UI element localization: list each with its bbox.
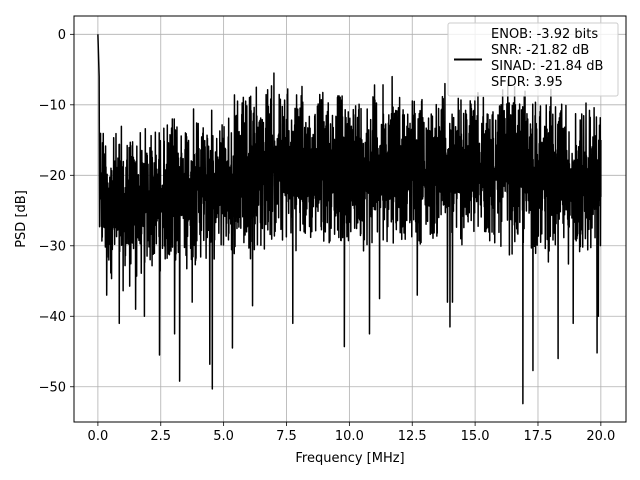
x-tick-label: 10.0 xyxy=(335,429,364,444)
y-tick-label: −30 xyxy=(39,239,66,254)
psd-line xyxy=(97,34,602,405)
y-axis-ticks: 0 −10 −20 −30 −40 −50 xyxy=(39,28,74,395)
legend: ENOB: -3.92 bits SNR: -21.82 dB SINAD: -… xyxy=(447,22,619,97)
y-tick-label: 0 xyxy=(58,28,66,43)
x-tick-label: 0.0 xyxy=(88,429,109,444)
legend-entry-sinad: SINAD: -21.84 dB xyxy=(491,59,603,74)
legend-entry-sfdr: SFDR: 3.95 xyxy=(491,75,563,90)
y-tick-label: −20 xyxy=(39,169,66,184)
legend-entry-snr: SNR: -21.82 dB xyxy=(491,43,589,58)
legend-entry-enob: ENOB: -3.92 bits xyxy=(491,27,598,42)
x-tick-label: 12.5 xyxy=(398,429,427,444)
axes-frame xyxy=(73,15,627,423)
x-tick-label: 17.5 xyxy=(524,429,553,444)
x-tick-label: 15.0 xyxy=(461,429,490,444)
x-tick-label: 20.0 xyxy=(586,429,615,444)
x-tick-label: 5.0 xyxy=(213,429,234,444)
x-tick-label: 2.5 xyxy=(150,429,171,444)
x-axis-label: Frequency [MHz] xyxy=(295,451,404,466)
legend-box xyxy=(447,22,619,97)
y-tick-label: −10 xyxy=(39,98,66,113)
y-tick-label: −40 xyxy=(39,310,66,325)
x-tick-label: 7.5 xyxy=(276,429,297,444)
y-axis-label: PSD [dB] xyxy=(14,190,29,248)
psd-trace xyxy=(97,34,602,405)
x-axis-ticks: 0.0 2.5 5.0 7.5 10.0 12.5 15.0 17.5 20.0 xyxy=(88,422,615,444)
y-tick-label: −50 xyxy=(39,380,66,395)
